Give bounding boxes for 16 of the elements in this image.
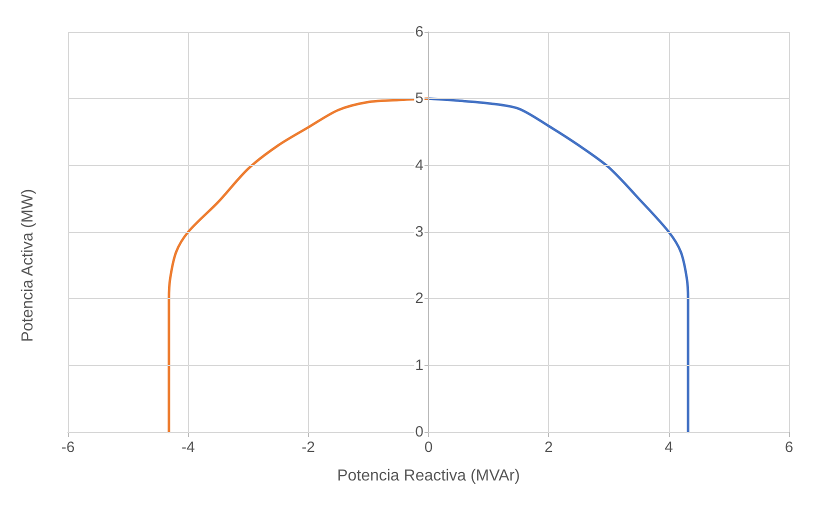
y-tick-label: 2 — [415, 290, 424, 308]
y-tick-label: 5 — [415, 90, 424, 108]
y-tick-label: 3 — [415, 224, 424, 240]
x-tick-label: 6 — [784, 439, 794, 456]
x-tick-label: 4 — [664, 439, 674, 456]
y-axis-title: Potencia Activa (MW) — [20, 188, 36, 342]
x-tick-label: -6 — [61, 439, 75, 456]
x-tick-label: -2 — [302, 439, 316, 456]
x-axis-title: Potencia Reactiva (MVAr) — [337, 468, 520, 484]
y-tick-label: 6 — [415, 24, 424, 40]
y-tick-label: 4 — [415, 156, 424, 174]
line-series — [427, 97, 690, 434]
y-tick-label: 0 — [415, 424, 424, 440]
x-tick-label: -4 — [181, 439, 195, 456]
x-tick-label: 2 — [544, 439, 553, 456]
y-tick-label: 1 — [415, 356, 424, 374]
